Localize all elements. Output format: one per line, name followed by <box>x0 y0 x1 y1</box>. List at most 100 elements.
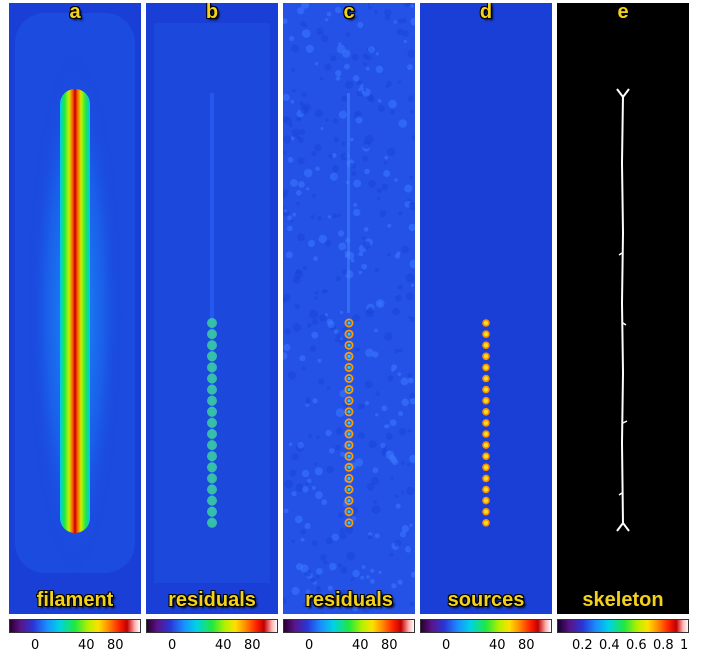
noise-speck <box>320 127 324 130</box>
noise-speck <box>406 463 411 467</box>
noise-speck <box>291 539 295 543</box>
noise-speck <box>291 67 296 72</box>
noise-speck <box>309 345 317 352</box>
noise-speck <box>383 161 388 165</box>
residual-core <box>347 443 351 447</box>
residual-core <box>347 432 351 436</box>
noise-speck <box>384 15 391 21</box>
noise-speck <box>350 577 355 581</box>
noise-speck <box>324 289 328 294</box>
noise-speck <box>292 276 301 284</box>
noise-speck <box>345 32 351 38</box>
noise-speck <box>297 442 304 449</box>
noise-speck <box>325 118 329 122</box>
colorbar-b-tick: 80 <box>244 638 261 653</box>
noise-speck <box>394 494 399 498</box>
noise-speck <box>317 358 322 363</box>
noise-speck <box>387 147 396 156</box>
noise-speck <box>409 454 415 464</box>
residual-core <box>347 465 351 469</box>
noise-speck <box>297 7 305 15</box>
noise-speck <box>353 202 358 207</box>
noise-speck <box>384 155 389 160</box>
noise-speck <box>296 201 300 206</box>
noise-speck <box>288 442 293 447</box>
residual-blob <box>207 395 217 406</box>
residual-ring <box>344 440 354 450</box>
noise-speck <box>329 448 335 454</box>
noise-speck <box>316 568 323 575</box>
noise-speck <box>408 223 415 232</box>
noise-speck <box>339 532 347 540</box>
noise-speck <box>311 150 317 157</box>
noise-speck <box>352 75 360 82</box>
noise-speck <box>331 153 337 158</box>
noise-speck <box>310 577 316 583</box>
residual-blob <box>207 517 217 528</box>
colorbar-c-tick: 80 <box>381 638 398 653</box>
noise-speck <box>362 155 368 162</box>
residual-ring <box>344 373 354 383</box>
noise-speck <box>283 352 288 360</box>
noise-speck <box>390 476 394 480</box>
noise-speck <box>311 540 318 547</box>
noise-speck <box>339 337 344 341</box>
noise-speck <box>335 6 342 14</box>
source-inner <box>483 420 489 426</box>
noise-speck <box>400 490 405 494</box>
noise-speck <box>367 307 374 314</box>
noise-speck <box>370 579 375 584</box>
noise-speck <box>332 165 339 172</box>
residual-ring <box>344 407 354 417</box>
noise-speck <box>295 483 304 492</box>
panel-letter: e <box>617 3 629 23</box>
noise-speck <box>284 328 291 335</box>
source-inner <box>483 354 489 359</box>
noise-speck <box>351 516 357 521</box>
noise-speck <box>307 239 315 248</box>
noise-speck <box>341 597 351 606</box>
residual-core <box>347 388 351 392</box>
noise-speck <box>407 377 414 384</box>
residual-core <box>347 376 351 381</box>
noise-speck <box>305 482 309 486</box>
noise-speck <box>344 250 351 257</box>
filament-image <box>9 3 141 614</box>
noise-speck <box>341 141 346 146</box>
noise-speck <box>286 225 293 232</box>
noise-speck <box>353 208 361 217</box>
colorbar-c <box>283 619 415 633</box>
noise-speck <box>375 413 379 417</box>
noise-speck <box>392 307 400 316</box>
noise-speck <box>325 240 332 247</box>
noise-speck <box>315 166 320 171</box>
noise-speck <box>344 80 354 89</box>
noise-speck <box>405 273 415 283</box>
noise-speck <box>321 499 328 505</box>
source-inner <box>483 442 489 448</box>
colorbar-d-tick: 0 <box>442 638 451 653</box>
noise-speck <box>302 266 308 271</box>
source-inner <box>483 398 489 403</box>
noise-speck <box>384 332 393 341</box>
noise-speck <box>388 600 397 609</box>
noise-speck <box>283 135 292 144</box>
noise-speck <box>339 589 348 599</box>
noise-speck <box>362 141 371 150</box>
noise-speck <box>313 256 318 261</box>
colorbar-a-tick: 0 <box>31 638 40 653</box>
noise-speck <box>326 386 331 391</box>
noise-speck <box>314 143 322 152</box>
panel-skeleton: e skeleton <box>557 3 689 614</box>
noise-speck <box>338 110 347 119</box>
noise-speck <box>303 168 313 178</box>
source-inner <box>483 487 489 492</box>
noise-speck <box>287 156 294 163</box>
noise-speck <box>358 432 365 439</box>
residual-core <box>347 454 351 458</box>
panel-filament: a filament <box>9 3 141 614</box>
noise-speck <box>375 299 385 308</box>
noise-speck <box>283 151 287 155</box>
noise-speck <box>403 3 410 8</box>
noise-speck <box>291 128 300 137</box>
